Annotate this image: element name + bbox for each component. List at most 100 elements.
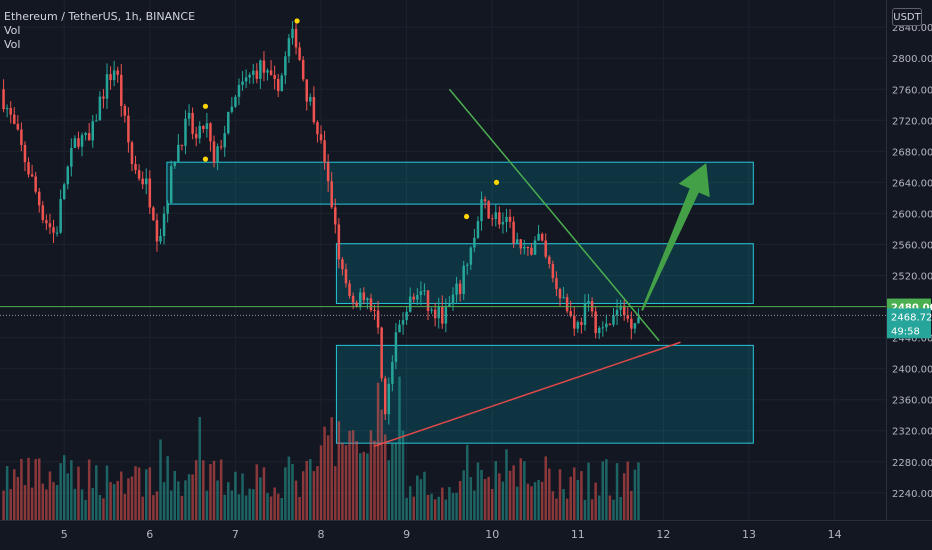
candle <box>102 96 105 99</box>
candle <box>408 296 412 312</box>
candle <box>380 327 383 379</box>
time-axis-background <box>0 520 886 550</box>
volume-bar <box>580 471 583 520</box>
candle <box>298 47 301 60</box>
candle <box>98 96 102 121</box>
volume-bar <box>490 488 494 520</box>
volume-bar <box>309 459 312 520</box>
candle <box>273 75 276 80</box>
candle <box>419 291 423 296</box>
candle <box>523 246 526 249</box>
chart-legend: Ethereum / TetherUS, 1h, BINANCE Vol Vol <box>4 10 195 52</box>
candle <box>612 315 615 325</box>
candle <box>62 184 66 200</box>
y-tick-label: 2320.00 <box>892 427 932 438</box>
candle <box>344 269 348 284</box>
grid-lines <box>0 0 886 520</box>
candle <box>230 106 234 112</box>
volume-bar <box>494 461 498 520</box>
current-price-tag <box>887 308 931 339</box>
volume-bar <box>601 461 605 520</box>
volume-bar <box>202 460 205 520</box>
candle <box>216 146 219 163</box>
volume-bar <box>423 471 426 520</box>
candle <box>587 301 590 304</box>
volume-bar <box>508 470 512 520</box>
volume-bar <box>544 456 547 520</box>
candle <box>59 199 62 233</box>
candle <box>437 306 440 319</box>
volume-bar <box>466 444 469 520</box>
volume-bar <box>127 478 130 520</box>
volume-bar <box>630 490 633 520</box>
candle <box>244 77 248 82</box>
candle <box>137 170 141 179</box>
candle <box>519 239 523 249</box>
candle <box>55 232 59 234</box>
candle <box>198 125 201 139</box>
volume-bar <box>323 426 326 520</box>
symbol-title[interactable]: Ethereum / TetherUS, 1h, BINANCE <box>4 10 196 23</box>
volume-bar <box>276 493 280 520</box>
candle <box>155 220 159 242</box>
volume-indicator-label-2[interactable]: Vol <box>4 38 21 51</box>
candle <box>451 294 455 305</box>
candle <box>480 199 483 222</box>
candle <box>426 290 430 311</box>
volume-bar <box>626 461 630 520</box>
candle <box>209 123 212 142</box>
volume-bar <box>5 466 9 520</box>
volume-bar <box>134 466 137 520</box>
y-tick-label: 2640.00 <box>892 178 932 189</box>
volume-bar <box>401 430 405 520</box>
volume-bar <box>155 491 159 520</box>
candle <box>466 264 469 266</box>
candle <box>526 246 530 248</box>
candle <box>473 237 476 248</box>
candle <box>191 112 194 134</box>
volume-bar <box>537 480 540 520</box>
candle <box>458 283 462 295</box>
candle <box>41 205 45 221</box>
candle <box>105 74 109 99</box>
candle <box>401 320 405 325</box>
candle <box>187 112 191 119</box>
candle <box>184 118 187 146</box>
y-tick-label: 2680.00 <box>892 147 932 158</box>
volume-bar <box>55 485 59 520</box>
candle <box>391 361 394 384</box>
support-resistance-zone <box>166 161 754 205</box>
volume-indicator-label[interactable]: Vol <box>4 24 21 37</box>
candle <box>259 60 262 79</box>
volume-bar <box>37 458 41 520</box>
volume-bar <box>237 494 241 520</box>
candle <box>13 114 16 124</box>
volume-bar <box>540 481 544 520</box>
volume-bar <box>262 467 266 520</box>
volume-bar <box>615 463 619 520</box>
candle <box>291 28 294 39</box>
candle <box>87 133 91 141</box>
candle <box>323 140 326 163</box>
candle <box>351 295 355 303</box>
volume-bar <box>62 455 66 520</box>
currency-unit-button[interactable]: USDT <box>892 8 922 26</box>
candle <box>30 174 34 177</box>
volume-bar <box>16 476 20 520</box>
volume-bar <box>565 498 569 520</box>
volume-bar <box>362 451 366 520</box>
x-tick-label: 11 <box>571 528 585 541</box>
volume-bar <box>13 469 16 520</box>
volume-bar <box>530 486 533 520</box>
candle <box>405 311 408 321</box>
y-tick-label: 2280.00 <box>892 458 932 469</box>
volume-bar <box>102 498 105 520</box>
candle <box>334 207 337 225</box>
volume-bar <box>569 476 572 520</box>
volume-bar <box>558 469 562 520</box>
volume-bar <box>512 465 515 520</box>
candle <box>633 323 637 329</box>
candle <box>597 327 601 334</box>
volume-bar <box>219 459 223 520</box>
